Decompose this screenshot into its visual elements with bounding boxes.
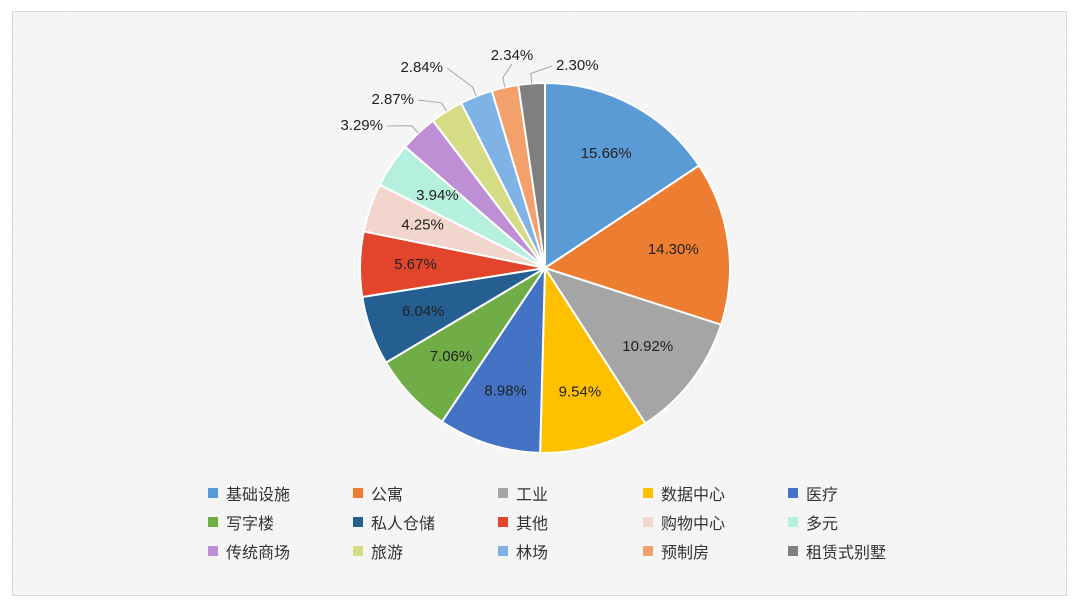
- legend-swatch: [208, 516, 218, 527]
- data-label-5: 7.06%: [430, 348, 473, 365]
- leader-line-10: [386, 125, 419, 134]
- legend-item-3: 数据中心: [643, 478, 788, 507]
- legend-label: 旅游: [371, 542, 404, 562]
- legend-item-2: 工业: [498, 478, 643, 507]
- legend-label: 基础设施: [226, 484, 291, 504]
- legend-item-4: 医疗: [788, 478, 933, 507]
- legend-label: 租赁式别墅: [806, 542, 887, 562]
- legend-item-0: 基础设施: [208, 478, 353, 507]
- legend-swatch: [643, 516, 653, 527]
- chart-legend: 基础设施 公寓 工业 数据中心 医疗写字楼 私人仓储 其他 购物中心 多元传统商场 旅游 林场 预制房…: [208, 478, 933, 565]
- pie-slice-2: [542, 266, 723, 425]
- legend-swatch: [353, 516, 363, 527]
- legend-item-10: 传统商场: [208, 536, 353, 565]
- legend-swatch: [353, 545, 363, 556]
- data-label-9: 3.94%: [416, 187, 459, 204]
- legend-swatch: [788, 487, 798, 498]
- legend-item-14: 租赁式别墅: [788, 536, 933, 565]
- data-label-4: 8.98%: [484, 382, 527, 399]
- legend-swatch: [643, 487, 653, 498]
- leader-line-11: [417, 99, 448, 112]
- legend-label: 医疗: [806, 484, 839, 504]
- data-label-7: 5.67%: [394, 256, 437, 273]
- legend-swatch: [498, 545, 508, 556]
- data-label-2: 10.92%: [622, 338, 673, 355]
- data-label-3: 9.54%: [559, 384, 602, 401]
- data-label-11: 2.87%: [371, 91, 414, 108]
- legend-swatch: [208, 487, 218, 498]
- legend-label: 林场: [516, 542, 549, 562]
- legend-swatch: [208, 545, 218, 556]
- data-label-6: 6.04%: [402, 303, 445, 320]
- data-label-8: 4.25%: [401, 217, 444, 234]
- legend-item-12: 林场: [498, 536, 643, 565]
- pie-chart: 15.66% 14.30% 10.92% 9.54% 8.98% 7.06% 6.04% 5.…: [340, 47, 731, 454]
- legend-label: 多元: [806, 513, 839, 533]
- legend-item-11: 旅游: [353, 536, 498, 565]
- leader-line-14: [530, 65, 553, 84]
- legend-item-5: 写字楼: [208, 507, 353, 536]
- legend-label: 私人仓储: [371, 513, 436, 533]
- legend-item-6: 私人仓储: [353, 507, 498, 536]
- legend-item-9: 多元: [788, 507, 933, 536]
- legend-item-13: 预制房: [643, 536, 788, 565]
- legend-swatch: [788, 516, 798, 527]
- legend-swatch: [643, 545, 653, 556]
- data-label-1: 14.30%: [648, 241, 699, 258]
- leader-line-13: [502, 63, 513, 88]
- pie-slice-3: [539, 264, 647, 454]
- legend-swatch: [353, 487, 363, 498]
- pie-slice-0: [544, 81, 701, 270]
- pie-slice-1: [542, 164, 731, 326]
- legend-label: 购物中心: [661, 513, 726, 533]
- legend-swatch: [788, 545, 798, 556]
- data-label-13: 2.34%: [491, 47, 534, 64]
- legend-label: 预制房: [661, 542, 710, 562]
- pie-slice-4: [440, 264, 547, 454]
- legend-label: 写字楼: [226, 513, 275, 533]
- legend-item-8: 购物中心: [643, 507, 788, 536]
- legend-label: 公寓: [371, 484, 404, 504]
- legend-swatch: [498, 487, 508, 498]
- legend-label: 其他: [516, 513, 549, 533]
- data-label-10: 3.29%: [340, 117, 383, 134]
- legend-label: 数据中心: [661, 484, 726, 504]
- legend-label: 工业: [516, 484, 549, 504]
- legend-item-7: 其他: [498, 507, 643, 536]
- leader-line-12: [446, 67, 477, 97]
- legend-swatch: [498, 516, 508, 527]
- data-label-12: 2.84%: [400, 59, 443, 76]
- legend-item-1: 公寓: [353, 478, 498, 507]
- data-label-14: 2.30%: [556, 57, 599, 74]
- legend-label: 传统商场: [226, 542, 291, 562]
- data-label-0: 15.66%: [581, 145, 632, 162]
